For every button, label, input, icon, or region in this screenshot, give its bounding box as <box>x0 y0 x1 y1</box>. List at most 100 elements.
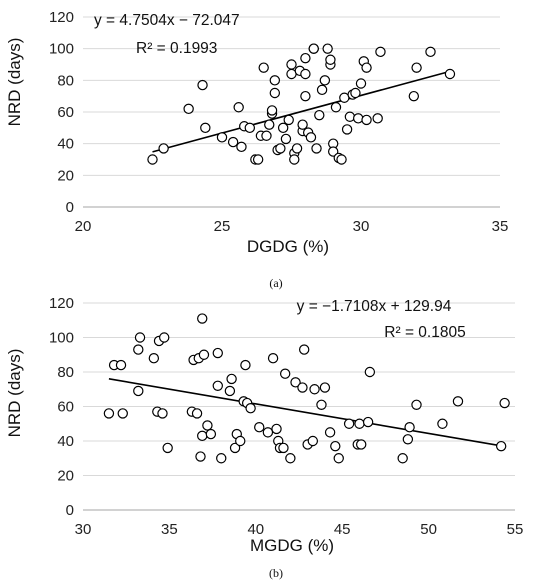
y-tick-label: 20 <box>57 167 74 184</box>
data-point <box>233 102 244 113</box>
data-point <box>115 359 127 371</box>
data-point <box>254 422 265 433</box>
trendline <box>152 70 451 153</box>
data-point <box>297 119 308 130</box>
trendline-group <box>152 70 451 153</box>
data-point <box>147 154 158 165</box>
data-point <box>291 143 303 154</box>
data-point <box>322 43 333 54</box>
data-point <box>133 385 144 397</box>
x-tick-label: 30 <box>75 521 92 538</box>
data-point <box>269 87 281 99</box>
data-point <box>162 442 173 454</box>
y-tick-labels: 0 20 40 60 80 100 120 <box>49 9 74 216</box>
y-axis-title: NRD (days) <box>5 38 24 127</box>
points-group <box>103 313 510 464</box>
data-point <box>224 385 236 397</box>
data-point <box>117 408 128 419</box>
y-tick-label: 80 <box>57 72 74 89</box>
gridlines <box>83 302 515 511</box>
data-point <box>290 377 301 388</box>
y-tick-label: 40 <box>57 136 74 153</box>
x-axis-title: DGDG (%) <box>247 237 329 256</box>
y-tick-label: 100 <box>49 330 74 347</box>
y-tick-labels: 0 20 40 60 80 100 120 <box>49 295 74 519</box>
data-point <box>245 403 256 414</box>
data-point <box>330 102 342 113</box>
data-point <box>444 68 456 80</box>
y-tick-label: 60 <box>57 104 74 121</box>
regression-equation: y = −1.7108x + 129.94 <box>297 298 452 315</box>
x-tick-label: 30 <box>353 218 370 235</box>
data-point <box>353 113 364 124</box>
data-point <box>319 382 331 393</box>
data-point <box>411 399 422 410</box>
data-point <box>343 418 355 429</box>
data-point <box>372 113 383 124</box>
data-point <box>159 332 170 343</box>
data-point <box>216 453 227 464</box>
data-point <box>269 75 281 86</box>
data-point <box>134 332 146 343</box>
data-point <box>411 62 422 73</box>
data-point <box>307 435 319 447</box>
y-tick-label: 120 <box>49 9 74 26</box>
data-point <box>216 132 228 143</box>
data-point <box>311 143 322 154</box>
y-tick-label: 0 <box>66 502 74 519</box>
data-point <box>279 368 291 379</box>
data-point <box>402 434 414 445</box>
data-point <box>198 349 210 360</box>
data-point <box>333 453 344 464</box>
data-point <box>197 79 208 91</box>
data-point <box>271 423 282 435</box>
data-point <box>133 344 144 355</box>
x-tick-label: 25 <box>214 218 231 235</box>
data-point <box>324 427 336 438</box>
data-point <box>308 43 319 54</box>
data-point <box>408 90 420 102</box>
panel-caption: (b) <box>269 566 283 580</box>
data-point <box>309 384 320 395</box>
data-point <box>364 366 376 378</box>
trendline <box>108 378 502 447</box>
data-point <box>285 453 296 464</box>
data-point <box>191 408 203 419</box>
data-point <box>197 313 208 324</box>
data-point <box>183 103 194 115</box>
x-tick-label: 45 <box>334 521 351 538</box>
data-point <box>319 75 331 86</box>
data-point <box>495 440 507 452</box>
data-point <box>244 122 255 134</box>
x-tick-label: 35 <box>161 521 178 538</box>
gridlines <box>83 16 500 208</box>
x-tick-label: 55 <box>507 521 524 538</box>
data-point <box>350 87 361 99</box>
data-point <box>197 430 208 442</box>
data-point <box>236 141 247 153</box>
data-point <box>341 124 353 135</box>
y-tick-label: 20 <box>57 468 74 485</box>
data-point <box>235 435 246 447</box>
data-point <box>298 344 310 355</box>
data-point <box>437 418 448 429</box>
x-axis-title: MGDG (%) <box>250 536 334 555</box>
data-point <box>499 397 510 409</box>
data-point <box>262 427 274 438</box>
data-point <box>361 114 372 126</box>
y-tick-label: 120 <box>49 295 74 312</box>
data-point <box>240 359 251 371</box>
data-point <box>325 54 336 65</box>
regression-equation: y = 4.7504x − 72.047 <box>94 12 240 29</box>
data-point <box>316 399 327 410</box>
data-point <box>212 347 223 359</box>
data-point <box>362 416 374 428</box>
data-point <box>356 439 367 450</box>
data-point <box>283 114 294 126</box>
data-point <box>275 143 286 154</box>
x-tick-label: 20 <box>75 218 92 235</box>
y-tick-label: 0 <box>66 199 74 216</box>
